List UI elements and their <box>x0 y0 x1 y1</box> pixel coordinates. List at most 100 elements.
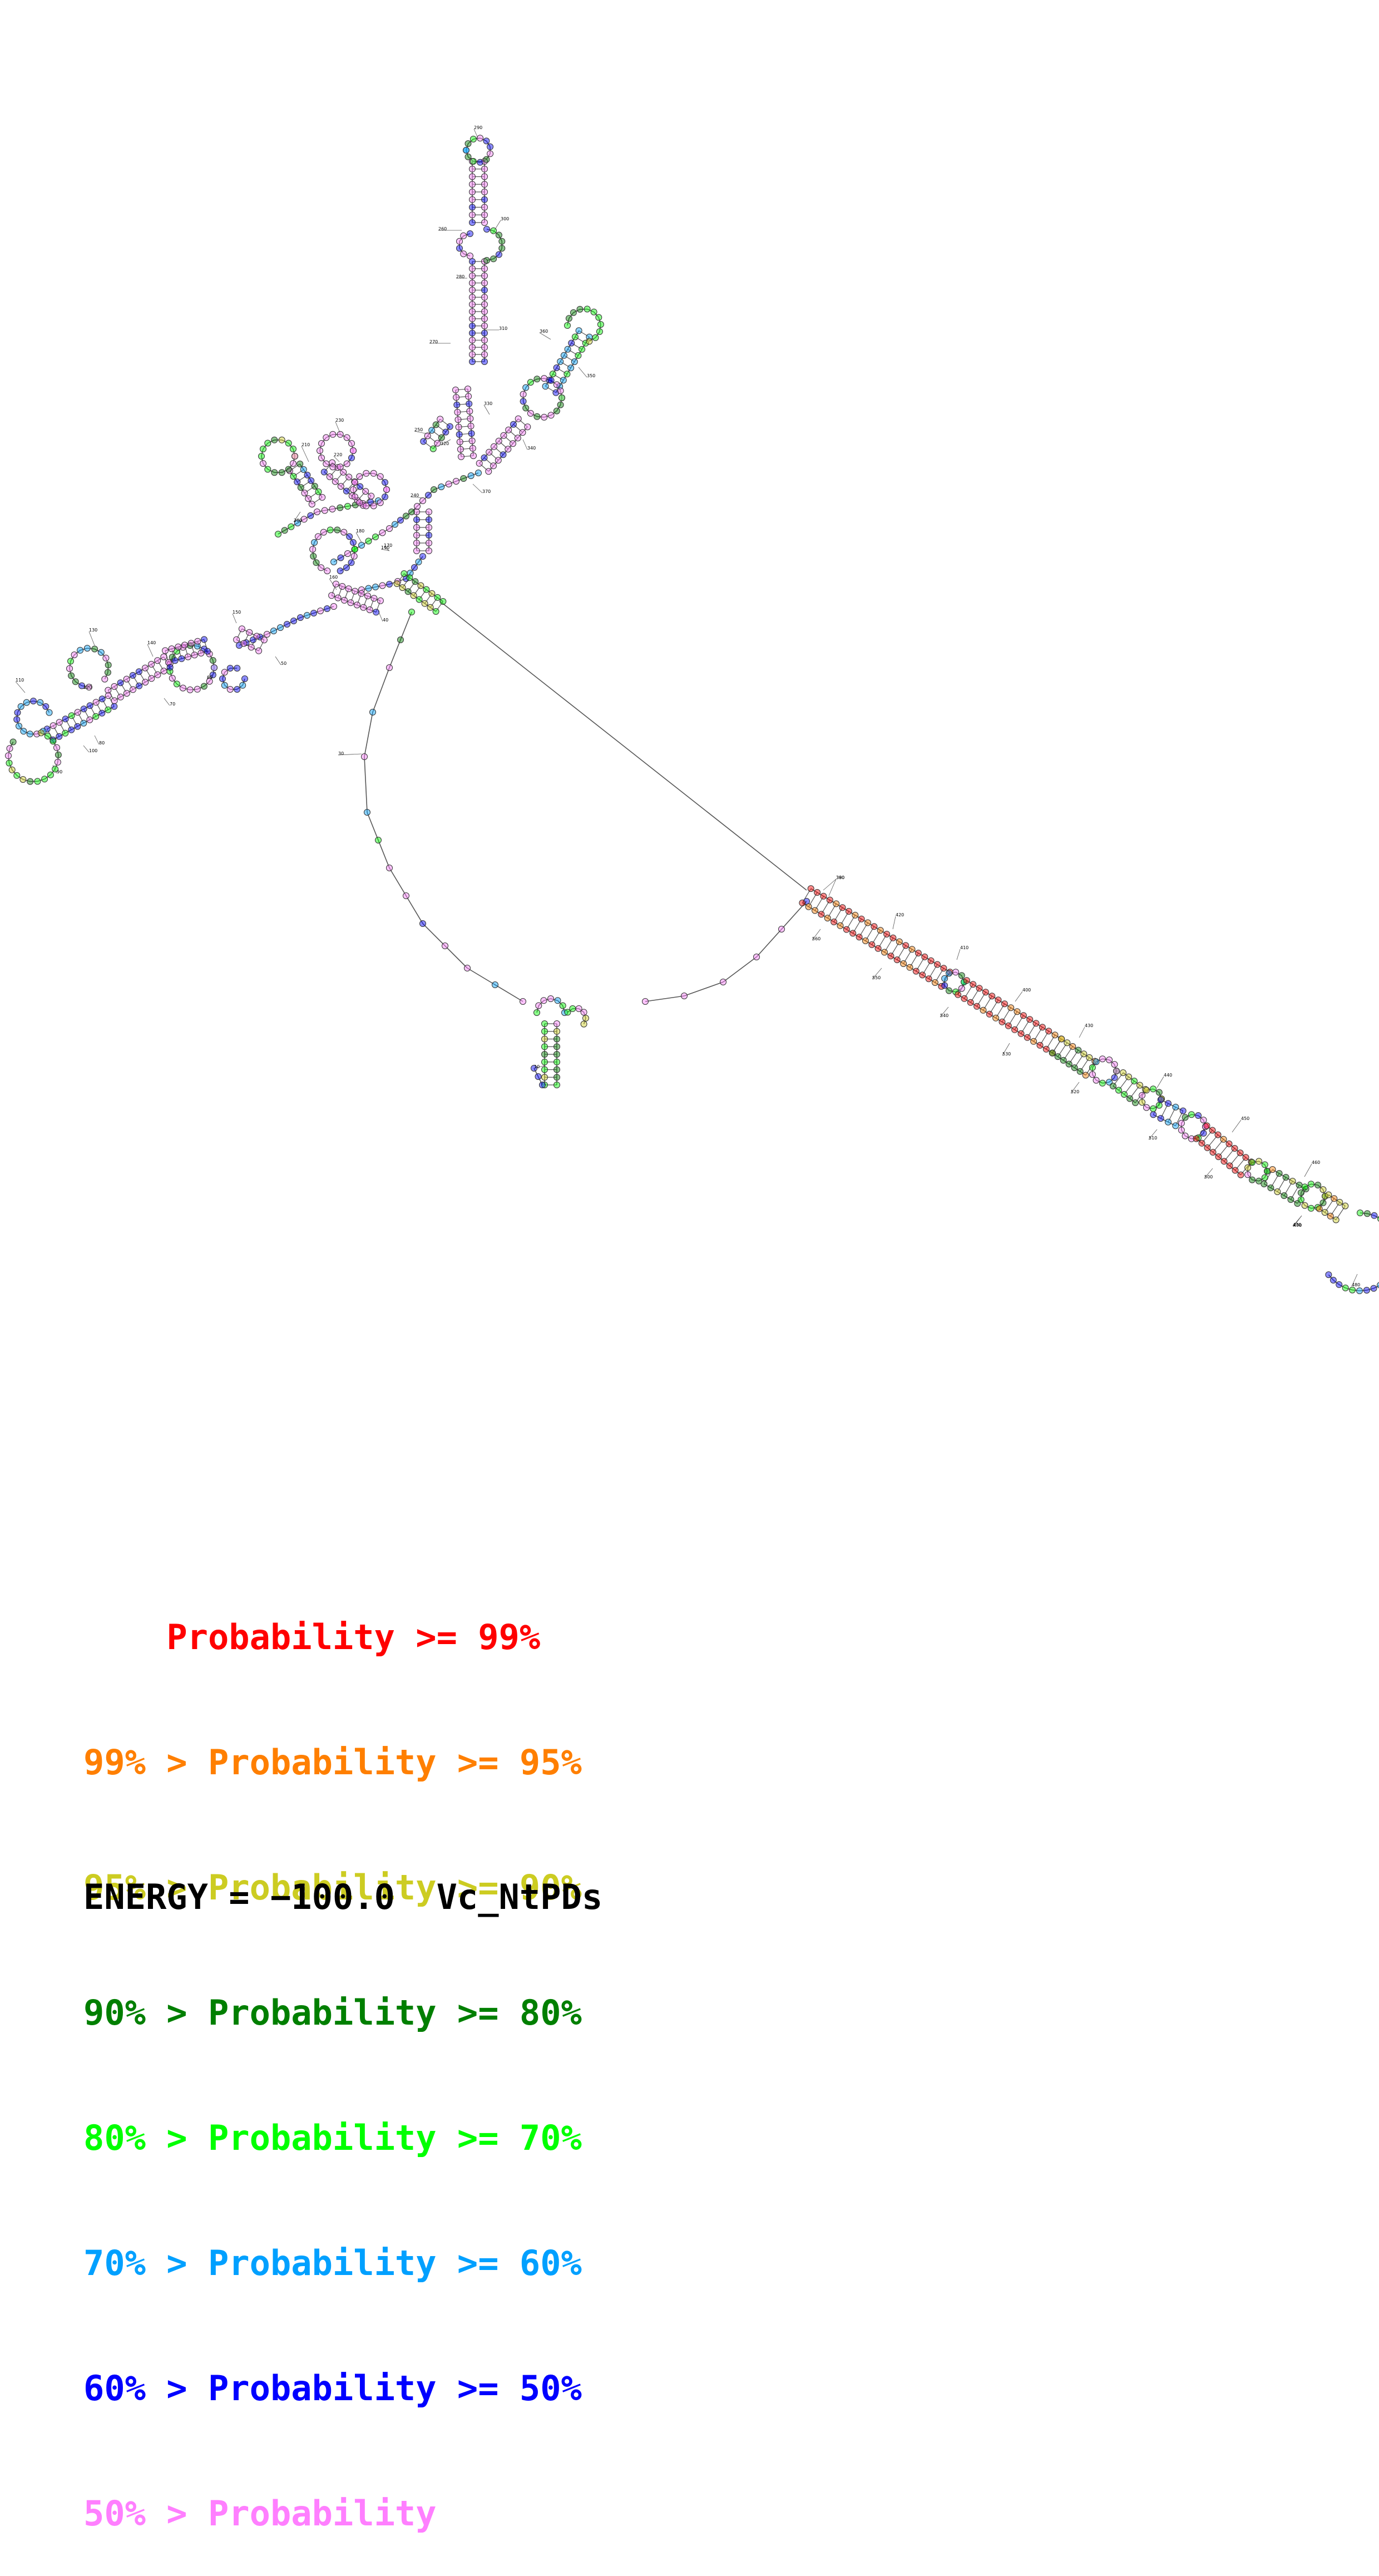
nucleotide <box>332 478 338 485</box>
nucleotide <box>319 441 325 447</box>
nucleotide <box>1232 1167 1238 1173</box>
nucleotide <box>1326 1192 1332 1198</box>
nucleotide <box>1262 1175 1268 1181</box>
nucleotide <box>350 448 357 454</box>
nucleotide <box>909 946 915 953</box>
nucleotide <box>1071 1065 1078 1071</box>
position-label: 480 <box>1352 1282 1360 1287</box>
nucleotide <box>926 976 932 982</box>
nucleotide <box>592 334 599 340</box>
nucleotide <box>461 251 467 257</box>
nucleotide <box>271 437 278 443</box>
nucleotide <box>309 501 315 507</box>
position-label: 310 <box>499 326 507 331</box>
energy-footer: ENERGY = −100.0 Vc_NtPDs <box>83 1875 751 1919</box>
nucleotide <box>387 581 393 588</box>
nucleotide <box>329 506 335 512</box>
nucleotide <box>1302 1184 1308 1190</box>
nucleotide <box>352 588 358 594</box>
nucleotide <box>469 352 476 358</box>
nucleotide <box>1371 1212 1377 1218</box>
nucleotide <box>331 604 337 610</box>
legend-label: Probability >= 60% <box>208 2243 582 2283</box>
backbone-segment <box>1161 1100 1183 1111</box>
backbone-segment <box>1232 1120 1241 1132</box>
nucleotide <box>953 969 959 975</box>
nucleotide <box>482 280 488 286</box>
nucleotide <box>377 473 383 480</box>
nucleotide <box>1106 1057 1113 1063</box>
nucleotide <box>453 478 459 485</box>
nucleotide <box>542 1059 548 1065</box>
nucleotide <box>341 529 347 535</box>
nucleotide <box>1262 1162 1268 1168</box>
nucleotide <box>542 1028 548 1034</box>
nucleotide <box>312 540 318 546</box>
nucleotide <box>484 226 490 233</box>
nucleotide <box>915 950 921 956</box>
nucleotide <box>833 901 839 907</box>
nucleotide <box>1342 1285 1348 1291</box>
nucleotide <box>839 905 846 911</box>
nucleotide <box>1137 1082 1143 1088</box>
nucleotide <box>942 983 948 989</box>
nucleotide <box>483 156 490 162</box>
nucleotide <box>414 504 421 510</box>
backbone-segment <box>957 949 960 960</box>
nucleotide <box>1120 1070 1126 1076</box>
nucleotide <box>87 717 93 723</box>
nucleotide <box>1165 1101 1172 1107</box>
nucleotide <box>14 709 21 715</box>
nucleotide <box>461 233 467 239</box>
backbone-segment <box>439 601 807 890</box>
nucleotide <box>434 440 441 446</box>
nucleotide <box>554 1082 560 1088</box>
nucleotide <box>422 600 428 606</box>
nucleotide <box>403 513 409 519</box>
nucleotide <box>117 694 123 700</box>
nucleotide <box>305 496 312 502</box>
nucleotide <box>1121 1092 1128 1098</box>
position-label: 460 <box>1312 1160 1320 1165</box>
nucleotide <box>561 352 567 358</box>
nucleotide <box>553 382 560 388</box>
nucleotide <box>248 644 254 650</box>
nucleotide <box>318 608 324 614</box>
nucleotide <box>482 352 488 358</box>
nucleotide <box>576 328 582 334</box>
nucleotide <box>542 1044 548 1050</box>
nucleotide <box>993 1015 999 1021</box>
nucleotide <box>569 340 575 346</box>
nucleotide <box>319 455 325 461</box>
nucleotide <box>541 998 547 1004</box>
nucleotide <box>16 723 22 729</box>
nucleotide <box>579 346 585 352</box>
nucleotide <box>379 530 385 536</box>
nucleotide <box>130 687 136 693</box>
nucleotide <box>346 474 352 480</box>
nucleotide <box>955 991 961 998</box>
nucleotide <box>291 618 297 624</box>
nucleotide <box>499 245 505 251</box>
nucleotide <box>368 493 374 499</box>
nucleotide <box>469 189 476 195</box>
nucleotide <box>265 466 271 472</box>
position-label: 540 <box>940 1013 948 1018</box>
nucleotide <box>180 685 186 691</box>
nucleotide <box>1200 1117 1207 1123</box>
position-label: 160 <box>329 575 338 580</box>
nucleotide <box>548 412 554 418</box>
nucleotide <box>1245 1172 1251 1178</box>
nucleotide <box>363 503 369 509</box>
nucleotide <box>352 546 358 552</box>
nucleotide <box>322 507 328 514</box>
nucleotide <box>467 416 473 422</box>
nucleotide <box>541 376 547 382</box>
nucleotide <box>856 934 862 940</box>
nucleotide <box>469 280 476 286</box>
nucleotide <box>363 488 369 495</box>
nucleotide <box>1111 1062 1118 1068</box>
legend-label: Probability >= 50% <box>208 2368 582 2409</box>
backbone-segment <box>373 668 389 712</box>
nucleotide <box>548 996 554 1002</box>
